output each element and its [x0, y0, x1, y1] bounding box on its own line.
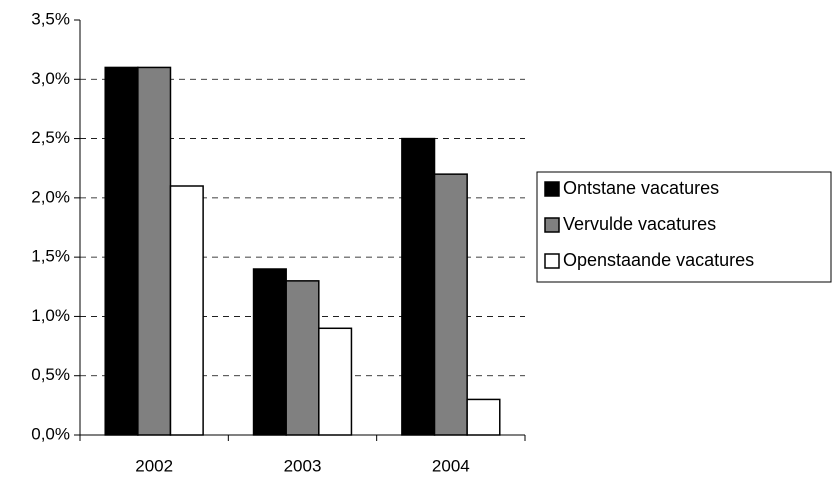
y-tick-label: 0,0%: [31, 424, 70, 443]
y-tick-label: 2,5%: [31, 128, 70, 147]
legend-swatch: [544, 253, 560, 269]
y-tick-label: 3,0%: [31, 69, 70, 88]
legend-label: Vervulde vacatures: [563, 214, 716, 234]
bar: [466, 398, 501, 436]
y-tick-label: 1,0%: [31, 306, 70, 325]
bar: [433, 173, 468, 436]
x-tick-label: 2003: [284, 456, 322, 475]
legend-label: Ontstane vacatures: [563, 178, 719, 198]
bar: [252, 268, 287, 436]
x-tick-label: 2004: [432, 456, 470, 475]
bar: [401, 137, 436, 436]
legend-box: [536, 171, 832, 283]
bar: [104, 66, 139, 436]
bar: [169, 185, 204, 436]
x-tick-label: 2002: [135, 456, 173, 475]
y-tick-label: 0,5%: [31, 365, 70, 384]
y-tick-label: 1,5%: [31, 247, 70, 266]
bar: [137, 66, 172, 436]
legend-label: Openstaande vacatures: [563, 250, 754, 270]
bar: [285, 280, 320, 436]
y-tick-label: 3,5%: [31, 9, 70, 28]
legend-swatch: [544, 217, 560, 233]
y-tick-label: 2,0%: [31, 187, 70, 206]
legend-swatch: [544, 181, 560, 197]
bar: [318, 327, 353, 436]
